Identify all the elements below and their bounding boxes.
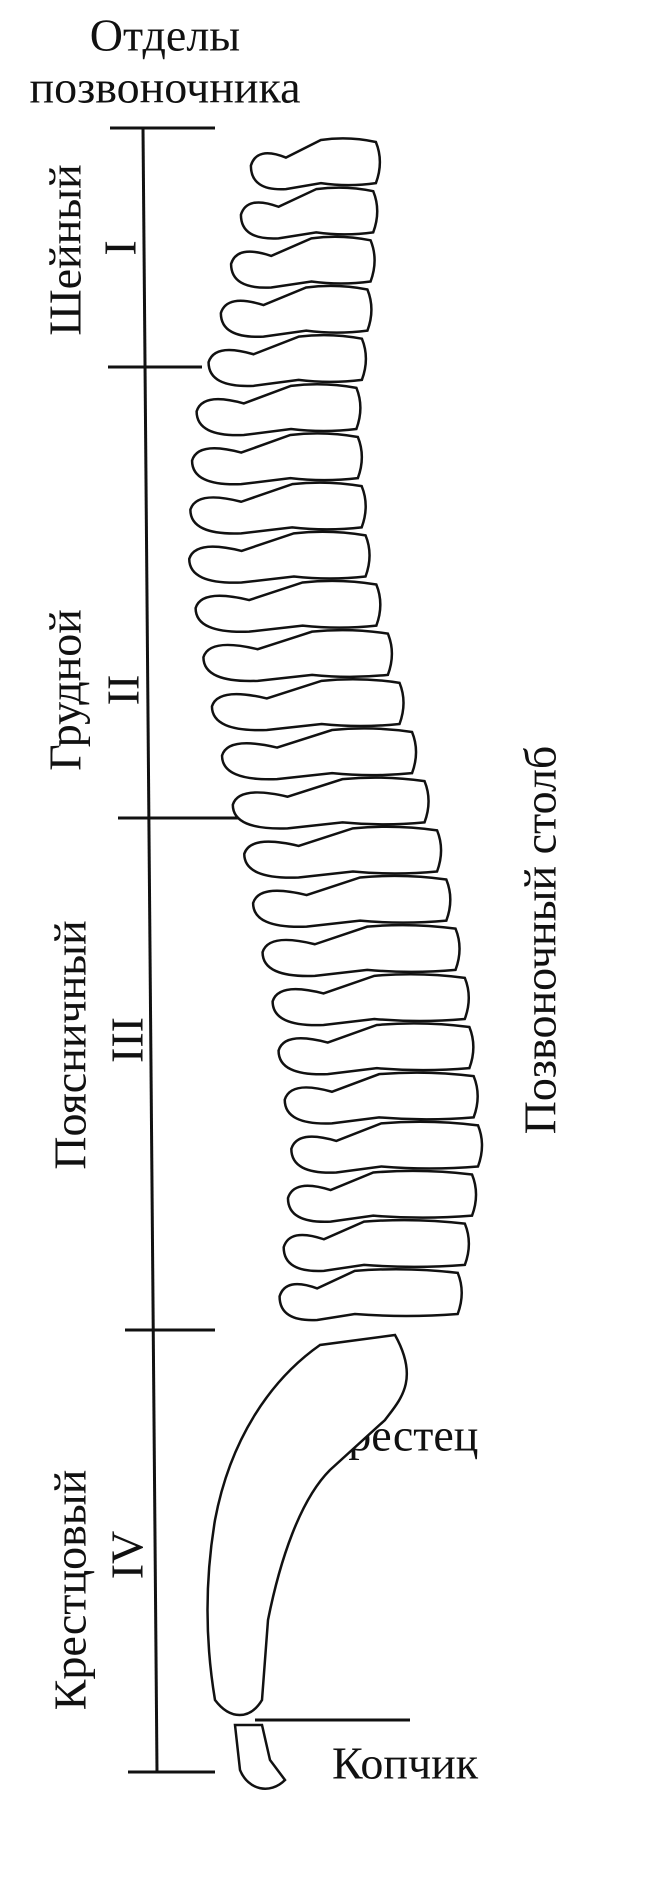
scale [108, 126, 265, 1774]
vertebra [231, 776, 430, 830]
vertebra [243, 825, 443, 879]
vertebra [194, 579, 382, 634]
section-name: Поясничный [45, 920, 96, 1169]
vertebra [210, 678, 405, 732]
vertebra [239, 186, 379, 240]
section-name: Крестцовый [45, 1470, 96, 1711]
section-name: Шейный [40, 164, 91, 336]
vertebra [271, 972, 471, 1027]
section-name: Грудной [40, 609, 91, 771]
vertebra [195, 383, 362, 437]
vertebra [278, 1267, 463, 1322]
vertebra [229, 235, 376, 289]
title-line: позвоночника [29, 62, 300, 113]
vertebra [261, 923, 461, 978]
vertebra [190, 432, 364, 486]
vertebra [219, 284, 373, 338]
sacrum [206, 1333, 409, 1717]
vertebra [249, 137, 382, 191]
column-label: Позвоночный столб [515, 746, 566, 1135]
vertebra [290, 1120, 484, 1174]
vertebra [286, 1169, 478, 1223]
section-numeral: III [102, 1017, 153, 1063]
vertebra [189, 481, 367, 535]
vertebra [282, 1218, 471, 1273]
vertebra [251, 874, 452, 929]
title-line: Отделы [90, 10, 240, 61]
section-numeral: II [98, 675, 149, 706]
spine-drawing [187, 137, 484, 1790]
vertebra [220, 727, 418, 781]
section-numeral: I [95, 240, 146, 255]
vertebra [207, 333, 368, 388]
vertebra [202, 628, 394, 683]
scale-axis [141, 127, 159, 1773]
vertebra [283, 1071, 479, 1125]
coccyx-label: Копчик [332, 1738, 479, 1789]
vertebra [187, 530, 371, 584]
section-numeral: IV [102, 1531, 153, 1580]
coccyx [233, 1723, 287, 1790]
vertebra [277, 1022, 475, 1076]
